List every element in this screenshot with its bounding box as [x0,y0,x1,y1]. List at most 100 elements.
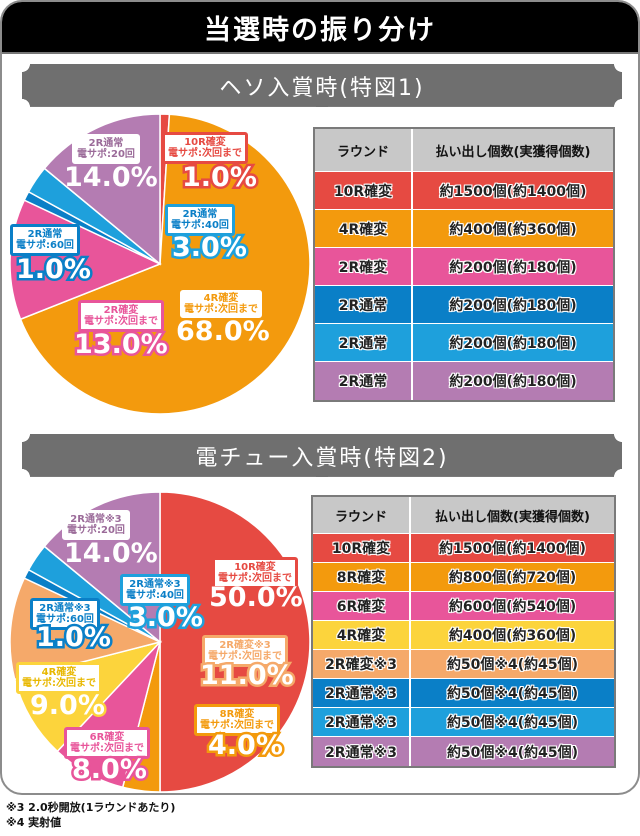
cell-payout: 約200個(約180個) [449,374,577,390]
pie2-pct-2r40: 3.0% [126,600,206,636]
pie1-label-2r20: 2R通常 電サポ:20回 [72,134,140,164]
label-line1: 10R確変 [184,137,226,148]
payout-table-heso: ラウンド 払い出し個数(実獲得個数) 10R確変 約1500個(約1400個) … [313,127,615,402]
label-line1: 8R確変 [219,709,255,720]
cell-payout: 約200個(約180個) [449,297,577,314]
page-title: 当選時の振り分け [204,14,436,46]
pie2-label-2r20: 2R通常※3 電サポ:20回 [62,510,130,540]
table-row: 10R確変 約1500個(約1400個) [315,172,613,210]
table-row: 4R確変 約400個(約360個) [315,210,613,248]
cell-round: 2R確変※3 [313,650,411,678]
label-line1: 2R通常 [27,229,63,240]
cell-round: 10R確変 [315,172,413,209]
pie1-pct-10r: 1.0% [180,160,260,196]
table-row: 2R通常※3 約50個※4(約45個) [313,737,614,766]
table-row: 10R確変 約1500個(約1400個) [313,534,614,563]
section1-banner: ヘソ入賞時(特図1) [22,64,622,107]
cell-payout: 約400個(約360個) [449,221,577,238]
page-title-bar: 当選時の振り分け [2,2,638,54]
section1-title: ヘソ入賞時(特図1) [219,75,425,101]
col-header-round: ラウンド [313,497,411,533]
cell-round: 2R通常 [315,286,413,323]
pie1-label-2r40: 2R通常 電サポ:40回 [165,204,235,236]
pie1-pct-2r60: 1.0% [14,252,94,288]
label-line1: 2R通常 [88,138,124,149]
label-line1: 2R通常※3 [70,514,122,525]
payout-table-denchu: ラウンド 払い出し個数(実獲得個数) 10R確変 約1500個(約1400個) … [311,495,616,768]
label-line2: 電サポ:次回まで [22,678,96,689]
cell-payout: 約200個(約180個) [449,335,577,352]
pie2-label-10r: 10R確変 電サポ:次回まで [212,557,298,589]
cell-round: 2R通常※3 [313,708,411,736]
table-row: 8R確変 約800個(約720個) [313,563,614,592]
cell-round: 2R通常 [315,324,413,361]
label-line2: 電サポ:次回まで [218,573,292,584]
pie2-pct-6r: 8.0% [70,752,150,788]
label-line1: 2R通常※3 [129,579,181,590]
cell-round: 2R確変 [315,248,413,285]
pie1-label-2r-kakuhen: 2R確変 電サポ:次回まで [78,300,164,332]
pie1-pct-2r20: 14.0% [64,162,158,193]
footnote-3: ※3 2.0秒開放(1ラウンドあたり) [6,801,176,814]
footnotes: ※3 2.0秒開放(1ラウンドあたり) ※4 実射値 [6,800,175,830]
pie2-label-4r: 4R確変 電サポ:次回まで [16,662,102,694]
label-line2: 電サポ:次回まで [70,743,144,754]
cell-payout: 約400個(約360個) [448,628,577,644]
table-row: 2R通常※3 約50個※4(約45個) [313,679,614,708]
label-line2: 電サポ:次回まで [84,316,158,327]
label-line2: 電サポ:40回 [126,590,184,601]
label-line1: 2R通常 [182,209,218,220]
cell-payout: 約50個※4(約45個) [446,744,579,761]
pie2-pct-4r: 9.0% [28,688,108,724]
pie2-label-2r60: 2R通常※3 電サポ:60回 [30,598,100,630]
label-line1: 4R確変 [41,667,77,678]
cell-payout: 約800個(約720個) [448,570,577,586]
main-frame: 当選時の振り分け ヘソ入賞時(特図1) 10R確変 電サポ:次回まで 1.0% … [0,0,640,795]
table-row: 4R確変 約400個(約360個) [313,621,614,650]
label-line2: 電サポ:次回まで [200,720,274,731]
cell-round: 4R確変 [313,621,411,649]
col-header-payout: 払い出し個数(実獲得個数) [435,509,590,525]
table-row: 2R通常 約200個(約180個) [315,286,613,324]
label-line2: 電サポ:次回まで [184,304,258,315]
cell-round: 4R確変 [315,210,413,247]
label-line2: 電サポ:20回 [77,149,135,160]
table-row: 2R通常 約200個(約180個) [315,362,613,400]
pie-slice [13,640,163,753]
cell-round: 2R通常※3 [313,679,411,707]
pie1-label-2r60: 2R通常 電サポ:60回 [10,224,80,256]
pie2-label-2r40: 2R通常※3 電サポ:40回 [120,574,190,606]
cell-payout: 約200個(約180個) [449,259,577,276]
cell-payout: 約600個(約540個) [448,599,577,615]
pie2-pct-2r-kakuhen: 11.0% [198,658,297,694]
table-header-row: ラウンド 払い出し個数(実獲得個数) [315,129,613,172]
pie2-pct-10r: 50.0% [209,582,303,613]
pie1-pct-2r40: 3.0% [170,230,250,266]
pie1-label-10r: 10R確変 電サポ:次回まで [162,132,248,164]
label-line2: 電サポ:60回 [36,614,94,625]
pie2-label-2r-kakuhen: 2R確変※3 電サポ:次回まで [202,635,288,667]
pie2-pct-8r: 4.0% [206,728,286,764]
footnote-4: ※4 実射値 [6,816,62,829]
pie1-label-4r: 4R確変 電サポ:次回まで [180,290,262,318]
section2-title: 電チュー入賞時(特図2) [195,445,449,471]
cell-payout: 約1500個(約1400個) [439,541,586,557]
pie-slice [19,113,311,415]
cell-payout: 約50個※4(約45個) [446,715,579,731]
table-row: 2R通常※3 約50個※4(約45個) [313,708,614,737]
section2-banner: 電チュー入賞時(特図2) [22,434,622,477]
table-row: 2R確変 約200個(約180個) [315,248,613,286]
label-line2: 電サポ:次回まで [168,148,242,159]
pie2-pct-2r20: 14.0% [64,538,158,569]
cell-round: 8R確変 [313,563,411,591]
cell-payout: 約50個※4(約45個) [446,686,579,702]
label-line1: 2R確変※3 [219,640,271,651]
label-line1: 4R確変 [203,293,239,304]
label-line2: 電サポ:60回 [16,240,74,251]
cell-payout: 約50個※4(約45個) [446,657,579,673]
col-header-payout: 払い出し個数(実獲得個数) [435,144,591,160]
cell-payout: 約1500個(約1400個) [439,183,587,200]
cell-round: 2R通常 [315,362,413,400]
label-line2: 電サポ:20回 [67,525,125,536]
pie1-pct-4r: 68.0% [176,316,270,347]
